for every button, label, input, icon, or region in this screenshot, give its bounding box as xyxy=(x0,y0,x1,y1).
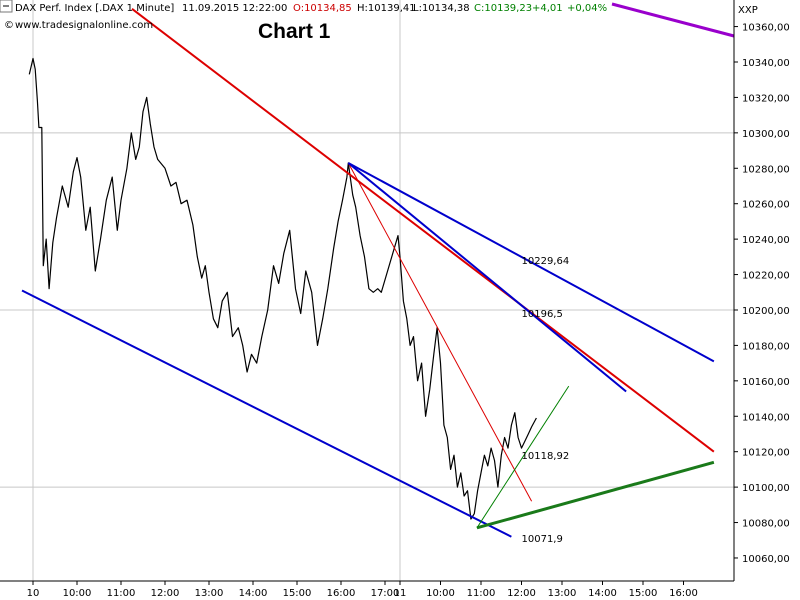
trendline-green-thin xyxy=(476,385,570,529)
x-tick-label: 13:00 xyxy=(548,588,577,599)
trendline-blue-lower xyxy=(21,289,512,538)
header-source: www.tradesignalonline.com xyxy=(15,20,153,31)
price-series-line xyxy=(28,57,537,520)
y-tick-label: 10260,00 xyxy=(742,200,790,211)
header-low: L:10134,38 xyxy=(413,3,470,14)
y-tick-label: 10360,00 xyxy=(742,23,790,34)
trendline-blue-upper xyxy=(347,162,715,363)
exchange-label: XXP xyxy=(738,5,758,16)
x-tick-label: 13:00 xyxy=(195,588,224,599)
x-tick-label: 12:00 xyxy=(151,588,180,599)
grid-layer xyxy=(0,0,734,581)
header-datetime: 11.09.2015 12:22:00 xyxy=(182,3,287,14)
y-tick-label: 10320,00 xyxy=(742,93,790,104)
x-tick-label: 17:00 xyxy=(371,588,400,599)
trendline-value-label: 10196,5 xyxy=(522,309,563,320)
x-tick-label: 14:00 xyxy=(239,588,268,599)
y-tick-label: 10100,00 xyxy=(742,483,790,494)
x-tick-label: 16:00 xyxy=(327,588,356,599)
x-tick-label: 14:00 xyxy=(588,588,617,599)
copyright-icon: © xyxy=(4,20,14,31)
trendline-value-label: 10229,64 xyxy=(522,256,570,267)
x-axis-ticks: 10 10:00 11:00 12:00 13:00 14:00 15:00 16:00 17:… xyxy=(27,581,698,599)
x-tick-label: 11 xyxy=(394,588,407,599)
y-tick-label: 10300,00 xyxy=(742,129,790,140)
y-tick-label: 10340,00 xyxy=(742,58,790,69)
y-tick-label: 10240,00 xyxy=(742,235,790,246)
trendline-red-thin xyxy=(347,162,533,502)
chart-title: Chart 1 xyxy=(258,20,331,43)
y-tick-label: 10160,00 xyxy=(742,377,790,388)
x-tick-label: 15:00 xyxy=(283,588,312,599)
header-change-pct: +0,04% xyxy=(567,3,607,14)
y-tick-label: 10180,00 xyxy=(742,341,790,352)
x-tick-label: 10:00 xyxy=(63,588,92,599)
trendline-red-main xyxy=(131,8,715,453)
x-tick-label: 12:00 xyxy=(507,588,536,599)
y-axis-ticks: 10060,00 10080,00 10100,00 10120,00 10140,00… xyxy=(734,23,790,565)
x-tick-label: 15:00 xyxy=(629,588,658,599)
header-change: +4,01 xyxy=(532,3,563,14)
x-tick-label: 10:00 xyxy=(426,588,455,599)
y-tick-label: 10220,00 xyxy=(742,271,790,282)
trendline-blue-steep xyxy=(347,162,627,393)
trendline-value-label: 10071,9 xyxy=(522,534,563,545)
x-tick-label: 10 xyxy=(27,588,40,599)
x-tick-label: 11:00 xyxy=(467,588,496,599)
header-open: O:10134,85 xyxy=(293,3,352,14)
series-layer xyxy=(21,2,735,538)
y-tick-label: 10060,00 xyxy=(742,554,790,565)
trendline-value-label: 10118,92 xyxy=(522,451,570,462)
x-tick-label: 11:00 xyxy=(107,588,136,599)
y-tick-label: 10280,00 xyxy=(742,164,790,175)
header-close: C:10139,23 xyxy=(474,3,532,14)
trendline-purple xyxy=(611,2,735,38)
annotation-layer: 10229,64 10196,5 10118,92 10071,9 xyxy=(522,256,570,545)
trendline-green-main xyxy=(476,460,715,530)
y-tick-label: 10140,00 xyxy=(742,412,790,423)
y-tick-label: 10120,00 xyxy=(742,448,790,459)
y-tick-label: 10080,00 xyxy=(742,519,790,530)
y-tick-label: 10200,00 xyxy=(742,306,790,317)
header-high: H:10139,41 xyxy=(357,3,416,14)
header-instrument: DAX Perf. Index [.DAX 1 Minute] xyxy=(15,3,174,14)
x-tick-label: 16:00 xyxy=(669,588,698,599)
